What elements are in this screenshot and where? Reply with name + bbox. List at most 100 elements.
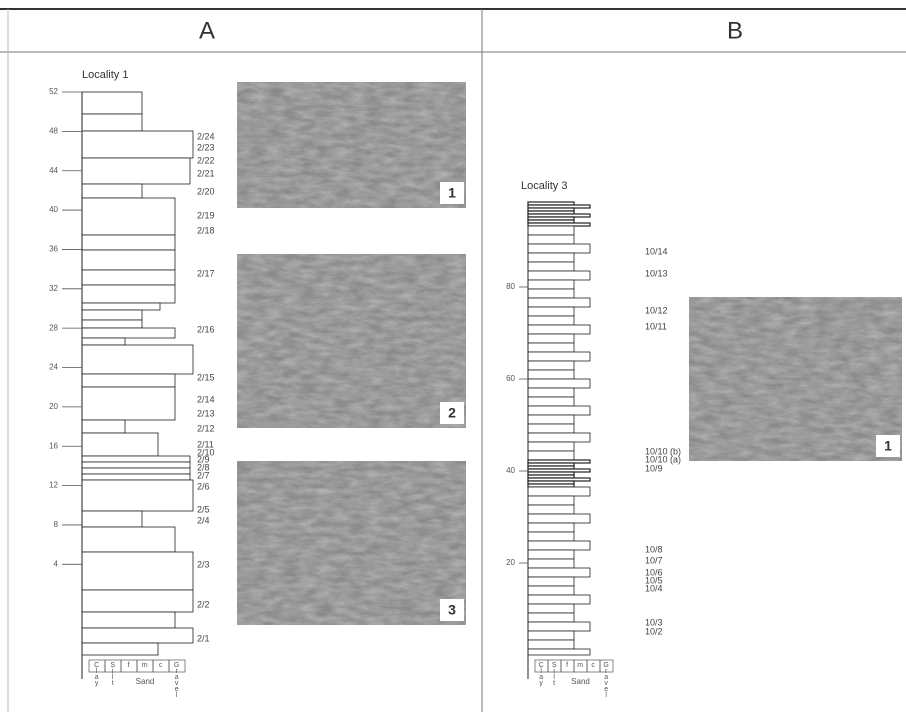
bed xyxy=(82,92,142,114)
bed xyxy=(528,613,574,622)
sample-label: 2/7 xyxy=(197,470,210,480)
bed xyxy=(82,131,193,158)
sample-label: 2/5 xyxy=(197,504,210,514)
bed xyxy=(82,527,175,552)
sample-label: 2/18 xyxy=(197,225,215,235)
bed xyxy=(528,532,574,541)
grain-label: Silt xyxy=(109,662,116,686)
sample-label: 2/4 xyxy=(197,515,210,525)
bed xyxy=(528,379,590,388)
sample-label: 10/14 xyxy=(645,246,668,256)
bed xyxy=(82,387,175,420)
grain-label: c xyxy=(590,662,597,668)
sample-label: 2/16 xyxy=(197,324,215,334)
bed xyxy=(82,250,175,270)
grain-label: f xyxy=(564,662,571,668)
sample-label: 2/20 xyxy=(197,186,215,196)
photo-number: 1 xyxy=(884,438,892,454)
grain-label: c xyxy=(157,662,164,668)
bed xyxy=(528,505,574,514)
photo-texture xyxy=(237,461,466,625)
bed xyxy=(82,270,175,285)
locality-title: Locality 1 xyxy=(82,69,128,81)
bed xyxy=(528,559,574,568)
bed xyxy=(528,595,590,604)
depth-tick-label: 4 xyxy=(54,559,59,568)
grain-label: Clay xyxy=(538,662,545,687)
bed xyxy=(82,552,193,590)
sample-label: 10/2 xyxy=(645,626,663,636)
grain-label: m xyxy=(577,662,584,668)
sample-label: 2/15 xyxy=(197,372,215,382)
bed xyxy=(82,474,190,480)
bed xyxy=(528,244,590,253)
bed xyxy=(528,307,574,316)
bed xyxy=(528,523,574,532)
sample-label: 2/21 xyxy=(197,168,215,178)
bed xyxy=(528,604,574,613)
panel-label: A xyxy=(199,17,215,44)
bed xyxy=(528,406,590,415)
bed xyxy=(528,541,590,550)
bed xyxy=(528,484,574,487)
sample-label: 2/12 xyxy=(197,423,215,433)
photo-texture xyxy=(689,297,902,461)
bed xyxy=(82,345,193,374)
bed xyxy=(82,235,175,250)
bed xyxy=(528,262,574,271)
photo-number: 2 xyxy=(448,405,456,421)
bed xyxy=(528,334,574,343)
bed xyxy=(82,303,160,310)
bed xyxy=(82,114,142,131)
bed xyxy=(82,420,125,433)
bed xyxy=(82,612,175,628)
sample-label: 10/7 xyxy=(645,555,663,565)
bed xyxy=(82,374,175,387)
bed xyxy=(528,586,574,595)
sample-label: 10/9 xyxy=(645,463,663,473)
bed xyxy=(528,361,574,370)
sample-label: 2/23 xyxy=(197,142,215,152)
bed xyxy=(528,298,590,307)
bed xyxy=(528,577,574,586)
bed xyxy=(528,640,574,649)
bed xyxy=(82,480,193,511)
photo-texture xyxy=(237,82,466,208)
depth-tick-label: 24 xyxy=(49,363,58,372)
bed xyxy=(528,235,574,244)
bed xyxy=(82,433,158,456)
locality-title: Locality 3 xyxy=(521,180,567,192)
depth-tick-label: 8 xyxy=(54,520,59,529)
photo-texture xyxy=(237,254,466,428)
sample-label: 2/14 xyxy=(197,394,215,404)
depth-tick-label: 80 xyxy=(506,282,515,291)
bed xyxy=(528,433,590,442)
depth-tick-label: 20 xyxy=(506,558,515,567)
photo-number: 3 xyxy=(448,602,456,618)
depth-tick-label: 40 xyxy=(49,205,58,214)
bed xyxy=(528,487,590,496)
grain-label: Silt xyxy=(551,662,558,686)
bed xyxy=(528,271,590,280)
grain-label: Clay xyxy=(93,662,100,687)
grain-label: f xyxy=(125,662,132,668)
depth-tick-label: 48 xyxy=(49,126,58,135)
sample-label: 2/22 xyxy=(197,155,215,165)
bed xyxy=(82,628,193,643)
bed xyxy=(82,184,142,198)
figure: A B Locality 1 Locality 3 52484440363228… xyxy=(0,0,906,712)
bed xyxy=(528,451,574,460)
sample-label: 2/2 xyxy=(197,599,210,609)
bed xyxy=(82,590,193,612)
grain-group: Sand xyxy=(571,677,590,686)
sample-label: 2/13 xyxy=(197,408,215,418)
grain-group: Sand xyxy=(136,677,155,686)
bed xyxy=(82,198,175,235)
photo-number: 1 xyxy=(448,185,456,201)
bed xyxy=(82,320,142,328)
depth-tick-label: 12 xyxy=(49,481,58,490)
sample-label: 10/12 xyxy=(645,305,668,315)
bed xyxy=(82,310,142,320)
bed xyxy=(528,568,590,577)
sample-label: 2/19 xyxy=(197,210,215,220)
